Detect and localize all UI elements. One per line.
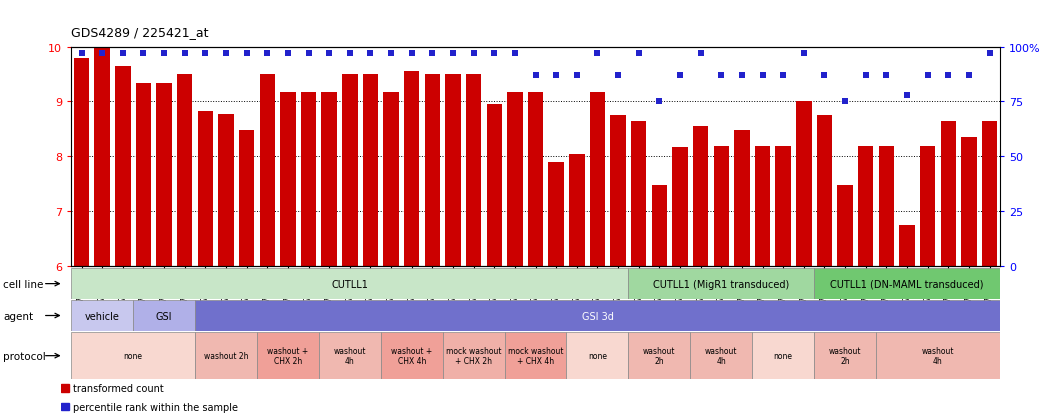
Text: washout
2h: washout 2h bbox=[829, 346, 862, 366]
Bar bbox=[94, 47, 110, 266]
Bar bbox=[570, 154, 584, 266]
Text: none: none bbox=[588, 351, 607, 360]
Bar bbox=[281, 93, 295, 266]
Text: percentile rank within the sample: percentile rank within the sample bbox=[72, 401, 238, 411]
Bar bbox=[752, 332, 815, 379]
Bar bbox=[982, 121, 998, 266]
Bar bbox=[239, 131, 254, 266]
Bar bbox=[528, 93, 543, 266]
Bar bbox=[487, 105, 502, 266]
Bar bbox=[319, 332, 381, 379]
Bar bbox=[899, 225, 915, 266]
Bar bbox=[61, 403, 69, 411]
Bar bbox=[505, 332, 566, 379]
Bar bbox=[755, 147, 771, 266]
Bar bbox=[857, 147, 873, 266]
Bar bbox=[815, 268, 1000, 299]
Text: GSI: GSI bbox=[156, 311, 173, 321]
Bar bbox=[381, 332, 443, 379]
Text: transformed count: transformed count bbox=[72, 383, 163, 393]
Bar bbox=[362, 75, 378, 266]
Bar bbox=[404, 72, 420, 266]
Bar bbox=[796, 102, 811, 266]
Bar bbox=[610, 116, 626, 266]
Bar bbox=[920, 147, 935, 266]
Bar bbox=[940, 121, 956, 266]
Bar bbox=[876, 332, 1000, 379]
Bar bbox=[693, 127, 709, 266]
Text: GDS4289 / 225421_at: GDS4289 / 225421_at bbox=[71, 26, 208, 39]
Bar bbox=[136, 84, 151, 266]
Bar bbox=[260, 75, 275, 266]
Bar bbox=[133, 300, 195, 331]
Bar bbox=[195, 300, 1000, 331]
Text: CUTLL1 (DN-MAML transduced): CUTLL1 (DN-MAML transduced) bbox=[830, 279, 984, 289]
Bar bbox=[61, 385, 69, 392]
Bar bbox=[342, 75, 357, 266]
Bar bbox=[651, 185, 667, 266]
Text: none: none bbox=[124, 351, 142, 360]
Bar bbox=[115, 66, 131, 266]
Text: CUTLL1: CUTLL1 bbox=[331, 279, 369, 289]
Text: washout
4h: washout 4h bbox=[921, 346, 954, 366]
Text: washout +
CHX 2h: washout + CHX 2h bbox=[267, 346, 309, 366]
Bar bbox=[73, 58, 89, 266]
Bar bbox=[631, 121, 646, 266]
Bar bbox=[71, 332, 195, 379]
Text: washout 2h: washout 2h bbox=[204, 351, 248, 360]
Bar bbox=[507, 93, 522, 266]
Bar bbox=[466, 75, 482, 266]
Bar bbox=[257, 332, 319, 379]
Text: agent: agent bbox=[3, 311, 34, 321]
Bar bbox=[734, 131, 750, 266]
Bar bbox=[672, 147, 688, 266]
Bar bbox=[425, 75, 440, 266]
Bar bbox=[589, 93, 605, 266]
Bar bbox=[878, 147, 894, 266]
Text: washout
2h: washout 2h bbox=[643, 346, 675, 366]
Text: washout
4h: washout 4h bbox=[334, 346, 366, 366]
Text: CUTLL1 (MigR1 transduced): CUTLL1 (MigR1 transduced) bbox=[653, 279, 789, 289]
Text: none: none bbox=[774, 351, 793, 360]
Bar bbox=[690, 332, 752, 379]
Text: cell line: cell line bbox=[3, 279, 44, 289]
Bar bbox=[776, 147, 790, 266]
Bar bbox=[198, 112, 214, 266]
Bar bbox=[71, 300, 133, 331]
Bar bbox=[838, 185, 853, 266]
Text: washout
4h: washout 4h bbox=[705, 346, 737, 366]
Bar bbox=[815, 332, 876, 379]
Text: mock washout
+ CHX 4h: mock washout + CHX 4h bbox=[508, 346, 563, 366]
Bar bbox=[628, 268, 815, 299]
Text: GSI 3d: GSI 3d bbox=[581, 311, 614, 321]
Bar bbox=[445, 75, 461, 266]
Bar bbox=[321, 93, 337, 266]
Bar bbox=[177, 75, 193, 266]
Text: mock washout
+ CHX 2h: mock washout + CHX 2h bbox=[446, 346, 502, 366]
Text: vehicle: vehicle bbox=[85, 311, 119, 321]
Bar bbox=[817, 116, 832, 266]
Bar bbox=[628, 332, 690, 379]
Bar bbox=[300, 93, 316, 266]
Bar bbox=[961, 138, 977, 266]
Bar bbox=[156, 84, 172, 266]
Bar bbox=[566, 332, 628, 379]
Bar bbox=[218, 115, 233, 266]
Bar bbox=[443, 332, 505, 379]
Bar bbox=[71, 268, 628, 299]
Bar bbox=[195, 332, 257, 379]
Bar bbox=[549, 162, 564, 266]
Bar bbox=[714, 147, 729, 266]
Bar bbox=[383, 93, 399, 266]
Text: washout +
CHX 4h: washout + CHX 4h bbox=[392, 346, 432, 366]
Text: protocol: protocol bbox=[3, 351, 46, 361]
